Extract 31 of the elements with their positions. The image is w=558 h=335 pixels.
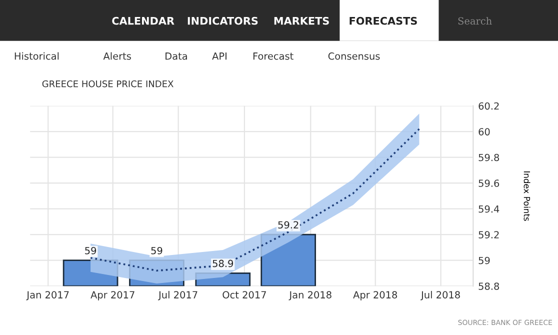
data-label: 59.2	[278, 221, 298, 229]
text: API	[212, 52, 226, 60]
text: FORECASTS	[350, 16, 417, 25]
x-tick-label: Jul 2017	[158, 290, 198, 300]
text: Historical	[14, 52, 59, 60]
text: MARKETS	[274, 16, 329, 25]
x-tick-label: Apr 2017	[90, 291, 134, 300]
y-axis-title: Index Points	[524, 171, 530, 221]
y-tick-label: 59.2	[478, 231, 499, 238]
y-tick-label: 58.8	[478, 282, 500, 290]
text: INDICATORS	[188, 16, 258, 25]
text: CALENDAR	[112, 16, 174, 25]
y-tick-label: 60.2	[478, 102, 499, 110]
y-tick-label: 59.4	[478, 205, 500, 213]
x-tick-label: Jan 2017	[26, 291, 69, 300]
x-tick-label: Jan 2018	[288, 291, 332, 300]
text: Data	[166, 52, 187, 60]
y-tick-label: 59.6	[478, 180, 500, 187]
x-tick-label: Apr 2018	[353, 291, 398, 300]
text: Search	[458, 17, 492, 25]
x-tick-label: Jul 2018	[420, 290, 460, 300]
text: Forecast	[253, 52, 294, 60]
text: Alerts	[103, 52, 131, 60]
x-tick-label: Oct 2017	[222, 291, 266, 298]
data-label: 59	[85, 246, 96, 254]
y-tick-label: 60	[478, 128, 490, 136]
text: Consensus	[328, 52, 380, 60]
data-label: 59	[151, 246, 162, 254]
chart-title: GREECE HOUSE PRICE INDEX	[42, 80, 174, 88]
y-tick-label: 59.8	[478, 154, 500, 162]
y-tick-label: 59	[478, 256, 490, 264]
